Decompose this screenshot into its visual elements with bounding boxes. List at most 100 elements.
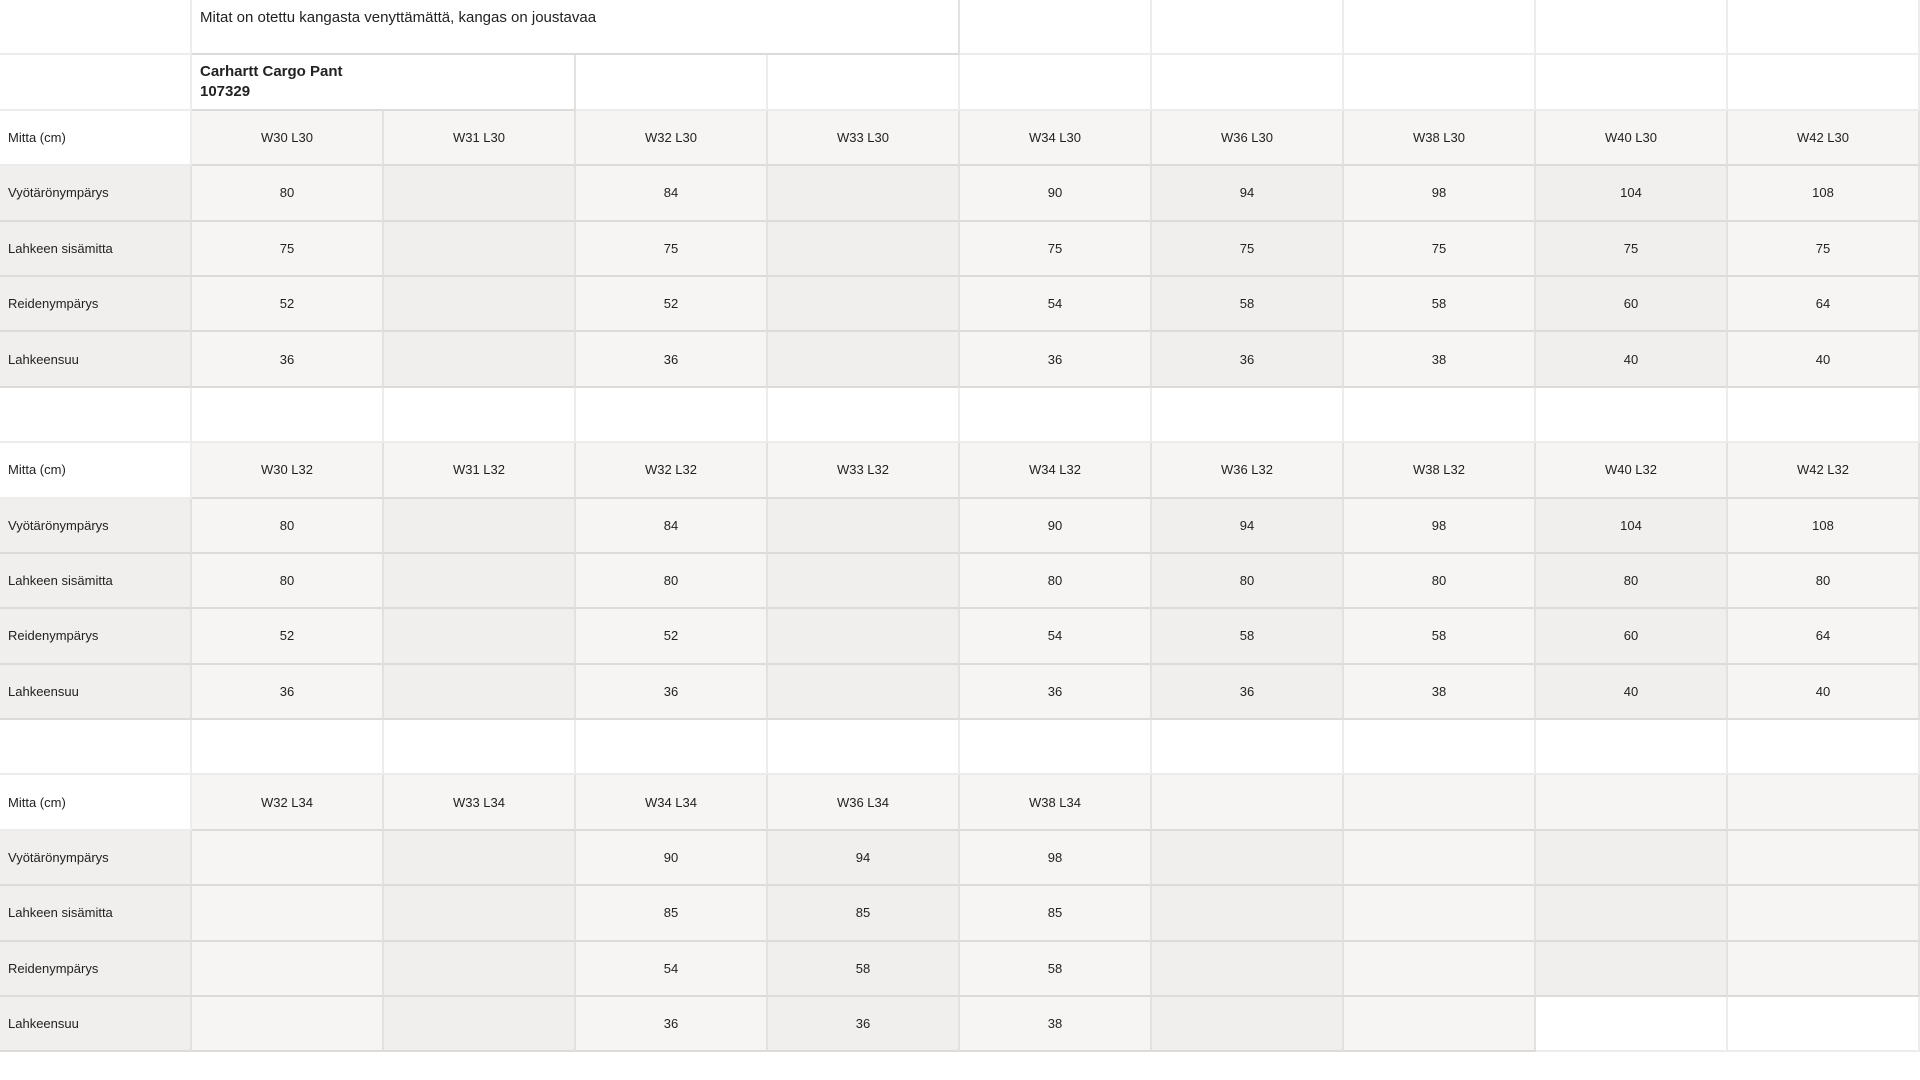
spacer-cell [1344, 720, 1536, 776]
value-cell: 80 [192, 498, 384, 554]
value-cell: 80 [1152, 553, 1344, 610]
row-label-waist: Vyötärönympärys [0, 166, 192, 222]
value-cell [1344, 830, 1536, 887]
row-label-header: Mitta (cm) [0, 443, 192, 499]
size-header-cell: W42 L30 [1728, 110, 1920, 167]
value-cell [1728, 997, 1920, 1053]
empty-cell [1344, 0, 1536, 56]
value-cell [384, 553, 576, 610]
spacer-cell [1536, 387, 1728, 444]
size-header-cell: W30 L32 [192, 443, 384, 499]
size-header-cell [1728, 775, 1920, 831]
value-cell: 80 [1344, 553, 1536, 610]
value-cell: 84 [576, 166, 768, 222]
empty-cell [0, 0, 192, 56]
empty-cell [576, 55, 768, 111]
value-cell [384, 276, 576, 333]
value-cell [384, 941, 576, 998]
empty-cell [960, 55, 1152, 111]
size-header-cell: W42 L32 [1728, 443, 1920, 499]
value-cell: 60 [1536, 276, 1728, 333]
size-header-cell: W38 L30 [1344, 110, 1536, 167]
value-cell: 90 [960, 498, 1152, 554]
value-cell: 38 [960, 997, 1152, 1053]
value-cell: 36 [192, 664, 384, 721]
value-cell [192, 830, 384, 887]
value-cell: 40 [1728, 332, 1920, 388]
value-cell: 90 [960, 166, 1152, 222]
value-cell: 85 [960, 886, 1152, 942]
value-cell: 80 [192, 166, 384, 222]
value-cell: 54 [960, 276, 1152, 333]
value-cell [1536, 941, 1728, 998]
value-cell: 84 [576, 498, 768, 554]
value-cell: 94 [768, 830, 960, 887]
value-cell: 85 [768, 886, 960, 942]
value-cell [1728, 886, 1920, 942]
value-cell: 108 [1728, 166, 1920, 222]
value-cell: 94 [1152, 498, 1344, 554]
value-cell: 38 [1344, 664, 1536, 721]
empty-cell [0, 55, 192, 111]
size-header-cell: W38 L34 [960, 775, 1152, 831]
empty-cell [960, 0, 1152, 56]
spacer-cell [0, 387, 192, 444]
row-label-hem: Lahkeensuu [0, 997, 192, 1053]
value-cell: 52 [192, 609, 384, 665]
size-header-cell: W34 L32 [960, 443, 1152, 499]
size-header-cell: W33 L32 [768, 443, 960, 499]
value-cell: 98 [1344, 498, 1536, 554]
value-cell: 54 [576, 941, 768, 998]
value-cell: 75 [1344, 221, 1536, 277]
value-cell [384, 332, 576, 388]
value-cell [384, 166, 576, 222]
size-header-cell: W36 L34 [768, 775, 960, 831]
size-header-cell: W40 L30 [1536, 110, 1728, 167]
value-cell: 36 [576, 332, 768, 388]
value-cell: 64 [1728, 609, 1920, 665]
value-cell [768, 553, 960, 610]
value-cell [384, 609, 576, 665]
value-cell: 36 [1152, 332, 1344, 388]
size-header-cell: W33 L30 [768, 110, 960, 167]
empty-cell [1344, 55, 1536, 111]
spacer-cell [1152, 387, 1344, 444]
size-header-cell: W32 L32 [576, 443, 768, 499]
value-cell [1344, 941, 1536, 998]
value-cell: 90 [576, 830, 768, 887]
value-cell [384, 221, 576, 277]
value-cell: 52 [192, 276, 384, 333]
size-header-cell: W34 L30 [960, 110, 1152, 167]
spacer-cell [960, 387, 1152, 444]
value-cell: 40 [1536, 664, 1728, 721]
value-cell [192, 886, 384, 942]
value-cell: 94 [1152, 166, 1344, 222]
row-label-hem: Lahkeensuu [0, 664, 192, 721]
value-cell [1344, 997, 1536, 1053]
spacer-cell [1728, 720, 1920, 776]
spacer-cell [192, 387, 384, 444]
spacer-cell [576, 387, 768, 444]
empty-cell [768, 55, 960, 111]
value-cell [1152, 830, 1344, 887]
empty-cell [1152, 0, 1344, 56]
value-cell: 40 [1536, 332, 1728, 388]
value-cell: 98 [960, 830, 1152, 887]
value-cell: 36 [960, 332, 1152, 388]
value-cell [384, 498, 576, 554]
value-cell: 54 [960, 609, 1152, 665]
value-cell: 75 [192, 221, 384, 277]
size-header-cell: W30 L30 [192, 110, 384, 167]
value-cell [1152, 941, 1344, 998]
value-cell [768, 332, 960, 388]
value-cell [768, 276, 960, 333]
empty-cell [1536, 0, 1728, 56]
value-cell: 36 [192, 332, 384, 388]
size-chart-table: Mitat on otettu kangasta venyttämättä, k… [0, 0, 1920, 1053]
value-cell: 36 [576, 664, 768, 721]
spacer-cell [768, 387, 960, 444]
value-cell: 75 [576, 221, 768, 277]
size-header-cell [1152, 775, 1344, 831]
value-cell: 104 [1536, 498, 1728, 554]
value-cell: 85 [576, 886, 768, 942]
